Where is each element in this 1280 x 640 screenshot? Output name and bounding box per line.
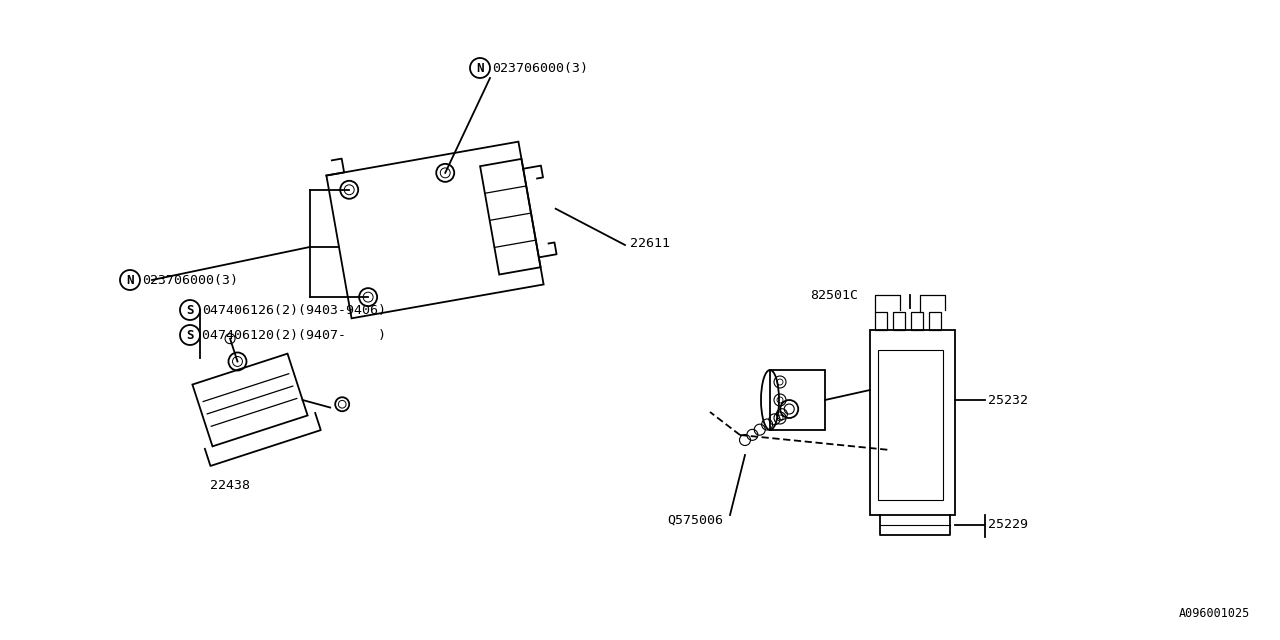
Text: 25232: 25232: [988, 394, 1028, 406]
Text: S: S: [187, 303, 193, 317]
Bar: [870, 330, 955, 515]
Bar: [929, 312, 941, 330]
Text: 22611: 22611: [630, 237, 669, 250]
Bar: [771, 370, 826, 430]
Text: N: N: [476, 61, 484, 74]
Text: N: N: [127, 273, 133, 287]
Text: Q575006: Q575006: [667, 513, 723, 527]
Text: 82501C: 82501C: [810, 289, 858, 301]
Text: S: S: [187, 328, 193, 342]
Text: 023706000(3): 023706000(3): [492, 61, 588, 74]
Text: 22438: 22438: [210, 479, 250, 492]
Bar: [876, 312, 887, 330]
Text: A096001025: A096001025: [1179, 607, 1251, 620]
Bar: [878, 350, 943, 500]
Text: 047406126(2)(9403-9406): 047406126(2)(9403-9406): [202, 303, 387, 317]
Text: 023706000(3): 023706000(3): [142, 273, 238, 287]
Text: 25229: 25229: [988, 518, 1028, 531]
Bar: [893, 312, 905, 330]
Text: 047406120(2)(9407-    ): 047406120(2)(9407- ): [202, 328, 387, 342]
Bar: [911, 312, 923, 330]
